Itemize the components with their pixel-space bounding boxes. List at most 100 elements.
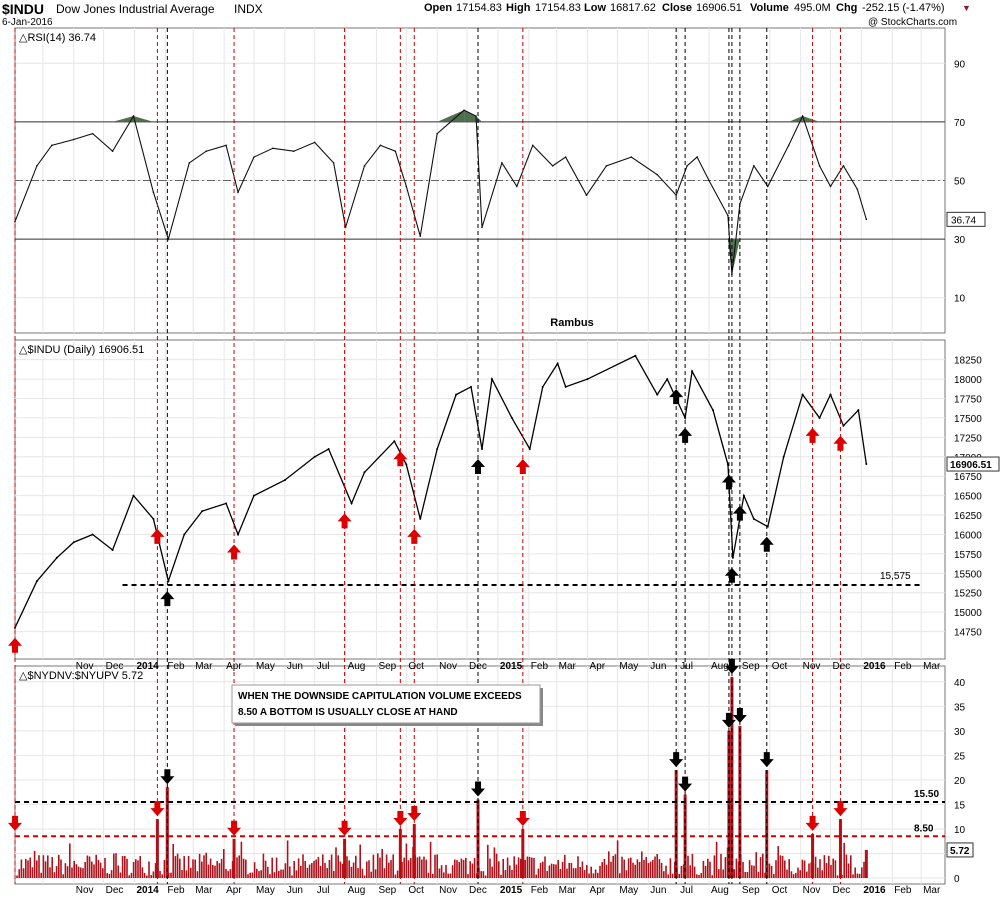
rsi-point [708,179,710,182]
ratio-x-tick-label: Apr [590,885,606,896]
rsi-point [531,144,534,147]
rsi-point [842,165,845,167]
rsi-point [675,194,677,196]
price-point [865,463,868,466]
rsi-tick-label: 30 [954,235,966,246]
rsi-point [727,214,729,217]
rsi-point [419,235,422,237]
rsi-point [564,156,567,158]
price-x-tick-label: Nov [76,661,94,672]
red-up-arrow [833,435,848,451]
price-point [510,416,513,419]
black-up-arrow [471,459,486,474]
rsi-value-box [946,211,986,227]
ratio-spike-bar [521,828,525,878]
rsi-point [332,162,335,164]
price-point [470,385,473,388]
chart-header: $INDU Dow Jones Industrial Average INDX … [0,0,1000,28]
ratio-spike-bar [398,828,402,878]
support-line-label: 15,575 [880,571,911,582]
price-tick-label: 16250 [954,511,982,522]
black-up-arrow [759,536,774,552]
rsi-legend: △RSI(14) 36.74 [19,32,96,44]
rsi-tick-label: 50 [954,177,966,188]
price-tick-label: 18000 [954,375,982,386]
company-name: Dow Jones Industrial Average [56,2,215,16]
ratio-x-tick-label: Jun [650,885,666,896]
black-up-arrow [732,505,747,521]
price-point [656,393,659,396]
price-point [111,549,114,551]
rsi-overbought-fill [112,116,134,122]
black-down-arrow [724,658,739,674]
black-down-arrow [732,707,747,723]
ratio-x-tick-label: Jun [287,885,303,896]
ratio-x-tick-label: Nov [439,885,457,896]
price-point [684,416,687,419]
ratio-x-tick-label: Oct [408,885,424,896]
price-x-tick-label: Mar [559,661,577,672]
price-tick-label: 17500 [954,414,982,425]
red-up-arrow [227,544,242,560]
rsi-point [394,150,397,152]
price-point [72,541,75,544]
price-x-tick-label: Oct [408,661,424,672]
price-tick-label: 16750 [954,472,982,483]
price-point [363,471,366,474]
price-point [818,416,821,419]
annotation-line: WHEN THE DOWNSIDE CAPITULATION VOLUME EX… [238,691,522,702]
price-point [480,448,483,450]
price-x-tick-label: Nov [803,661,821,672]
price-point [405,463,408,466]
black-up-arrow [160,591,175,607]
price-legend: △$INDU (Daily) 16906.51 [19,344,144,356]
rsi-point [225,144,227,147]
ratio-legend: △$NYDNV:$NYUPV 5.72 [19,670,143,682]
ratio-value-label: 5.72 [950,846,970,857]
exchange: INDX [234,2,263,16]
black-down-arrow [759,752,774,768]
rsi-value-label: 36.74 [951,215,976,226]
high-label: High [506,2,531,14]
ratio-tick-label: 30 [954,727,966,738]
ratio-x-tick-label: Sep [378,885,396,896]
black-down-arrow [471,781,486,797]
price-x-tick-label: Apr [226,661,242,672]
price-point [436,448,439,450]
rsi-overbought-fill [464,110,477,122]
data-layer [14,109,945,878]
rsi-point [801,115,804,117]
ratio-spike-bar [232,838,236,878]
black-up-arrow [669,389,684,405]
price-tick-label: 14750 [954,628,982,639]
price-x-tick-label: Feb [531,661,549,672]
ratio-x-tick-label: May [619,885,638,896]
rsi-point [379,144,382,147]
ratio-x-tick-label: Dec [106,885,124,896]
ratio-value-box [946,842,974,858]
ratio-x-tick-label: Mar [923,885,941,896]
price-x-tick-label: Dec [106,661,124,672]
red-down-arrow [805,815,820,831]
ratio-tick-label: 0 [954,874,960,885]
ratio-x-tick-label: Jul [317,885,330,896]
rsi-point [405,185,408,188]
down-arrow-icon: ▼ [962,3,971,13]
red-up-arrow [407,528,422,544]
price-x-tick-label: Aug [348,661,366,672]
red-up-arrow [337,513,352,529]
price-x-tick-label: Dec [832,661,850,672]
high-value: 17154.83 [535,2,581,14]
price-point [541,385,544,388]
rsi-point [14,220,16,223]
price-point [691,370,694,373]
grid-layer [14,27,946,885]
close-label: Close [662,2,692,14]
ratio-x-tick-label: Dec [832,885,850,896]
price-point [313,455,316,458]
black-down-arrow [160,769,175,785]
price-point [91,533,94,536]
rsi-point [36,165,38,167]
rsi-point [787,144,790,147]
rsi-point [865,218,868,221]
